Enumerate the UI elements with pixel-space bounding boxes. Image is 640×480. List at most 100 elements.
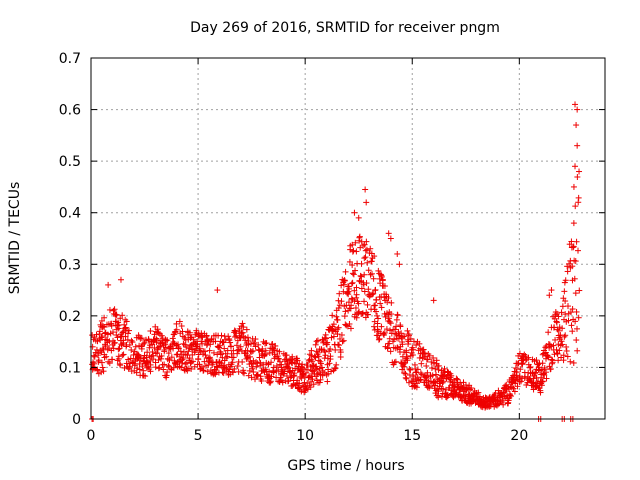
data-point — [217, 351, 224, 358]
data-point — [542, 369, 549, 376]
data-point — [93, 331, 100, 338]
data-point — [123, 318, 130, 325]
data-point — [340, 281, 347, 288]
data-point — [487, 403, 494, 410]
data-point — [342, 308, 349, 315]
data-point — [353, 291, 360, 298]
data-point — [134, 365, 141, 372]
data-point — [153, 336, 160, 343]
data-point — [221, 345, 228, 352]
data-point — [244, 334, 251, 341]
data-point — [303, 385, 310, 392]
data-point — [161, 346, 168, 353]
data-point — [417, 376, 424, 383]
data-point — [164, 337, 171, 344]
data-point — [226, 366, 233, 373]
data-point — [146, 344, 153, 351]
data-point — [247, 340, 254, 347]
data-point — [432, 365, 439, 372]
data-point — [308, 352, 315, 359]
data-point — [537, 389, 544, 396]
data-point — [113, 311, 120, 318]
data-point — [448, 372, 455, 379]
data-point — [355, 300, 362, 307]
data-point — [555, 313, 562, 320]
data-point — [352, 239, 359, 246]
data-point — [186, 355, 193, 362]
data-point — [527, 363, 534, 370]
data-point — [351, 287, 358, 294]
data-point — [352, 311, 359, 318]
data-point — [294, 357, 301, 364]
data-point — [114, 334, 121, 341]
data-point — [191, 339, 198, 346]
data-point — [102, 343, 109, 350]
data-point — [109, 356, 116, 363]
data-point — [401, 333, 408, 340]
data-point — [420, 346, 427, 353]
data-point — [377, 300, 384, 307]
data-point — [518, 378, 525, 385]
data-point — [285, 364, 292, 371]
data-point — [532, 369, 539, 376]
data-point — [361, 271, 368, 278]
data-point — [330, 321, 337, 328]
data-point — [275, 355, 282, 362]
data-point — [559, 325, 566, 332]
data-point — [336, 342, 343, 349]
data-point — [346, 285, 353, 292]
data-point — [379, 277, 386, 284]
data-point — [409, 352, 416, 359]
points-layer — [89, 101, 583, 422]
data-point — [327, 346, 334, 353]
data-point — [468, 385, 475, 392]
data-point — [364, 259, 371, 266]
data-point — [399, 341, 406, 348]
data-point — [267, 379, 274, 386]
data-point — [404, 327, 411, 334]
data-point — [401, 370, 408, 377]
data-point — [178, 364, 185, 371]
data-point — [362, 247, 369, 254]
data-point — [545, 354, 552, 361]
data-point — [333, 313, 340, 320]
data-point — [428, 365, 435, 372]
data-point — [119, 312, 126, 319]
data-point — [270, 369, 277, 376]
data-point — [331, 365, 338, 372]
data-point — [440, 385, 447, 392]
data-point — [128, 337, 135, 344]
data-point — [371, 323, 378, 330]
data-point — [147, 368, 154, 375]
data-point — [102, 330, 109, 337]
data-point — [312, 341, 319, 348]
data-point — [423, 362, 430, 369]
data-point — [517, 366, 524, 373]
data-point — [340, 288, 347, 295]
data-point — [254, 372, 261, 379]
data-point — [138, 335, 145, 342]
data-point — [350, 271, 357, 278]
data-point — [103, 353, 110, 360]
data-point — [227, 343, 234, 350]
data-point — [381, 329, 388, 336]
data-point — [554, 310, 561, 317]
data-point — [204, 337, 211, 344]
data-point — [353, 284, 360, 291]
data-point — [310, 367, 317, 374]
data-point — [349, 241, 356, 248]
data-point — [522, 357, 529, 364]
data-point — [122, 333, 129, 340]
data-point — [234, 362, 241, 369]
data-point — [403, 353, 410, 360]
data-point — [250, 357, 257, 364]
data-point — [230, 369, 237, 376]
data-point — [553, 319, 560, 326]
data-point — [388, 299, 395, 306]
data-point — [385, 315, 392, 322]
data-point — [140, 341, 147, 348]
data-point — [289, 382, 296, 389]
